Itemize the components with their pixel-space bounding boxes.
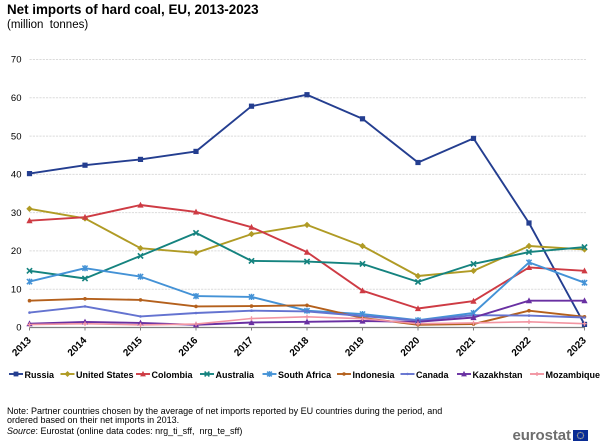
svg-text:United States: United States <box>76 370 134 380</box>
svg-text:60: 60 <box>11 93 22 104</box>
svg-text:2019: 2019 <box>343 335 367 359</box>
svg-text:2022: 2022 <box>510 335 534 359</box>
svg-text:Indonesia: Indonesia <box>353 370 396 380</box>
svg-text:2016: 2016 <box>177 335 201 359</box>
svg-text:South Africa: South Africa <box>278 370 332 380</box>
svg-text:Canada: Canada <box>416 370 450 380</box>
svg-text:30: 30 <box>11 208 22 219</box>
svg-text:2015: 2015 <box>121 335 145 359</box>
svg-text:2017: 2017 <box>232 335 256 359</box>
svg-text:Australia: Australia <box>216 370 256 380</box>
svg-text:Russia: Russia <box>25 370 56 380</box>
svg-text:Kazakhstan: Kazakhstan <box>473 370 523 380</box>
svg-text:Mozambique: Mozambique <box>546 370 601 380</box>
svg-text:2014: 2014 <box>66 335 90 359</box>
svg-text:40: 40 <box>11 170 22 181</box>
svg-text:2018: 2018 <box>288 335 312 359</box>
svg-text:2013: 2013 <box>10 335 34 359</box>
svg-text:0: 0 <box>16 323 21 334</box>
svg-text:20: 20 <box>11 246 22 257</box>
svg-text:2023: 2023 <box>565 335 589 359</box>
svg-text:2020: 2020 <box>399 335 423 359</box>
svg-text:2021: 2021 <box>454 335 478 359</box>
svg-text:10: 10 <box>11 284 22 295</box>
svg-text:70: 70 <box>11 55 22 66</box>
svg-text:50: 50 <box>11 131 22 142</box>
svg-text:Colombia: Colombia <box>152 370 194 380</box>
